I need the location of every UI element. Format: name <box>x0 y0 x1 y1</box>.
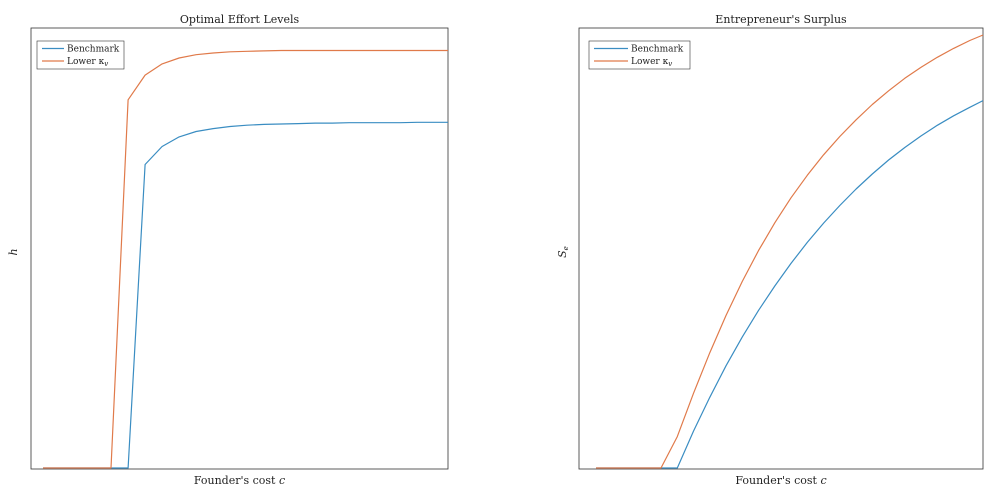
effort-legend-label-lower-kv-sub: v <box>104 60 108 68</box>
surplus-series-line-lower-kv <box>596 34 984 469</box>
effort-legend-label-benchmark: Benchmark <box>67 45 120 55</box>
surplus-x-axis-label: Founder's cost c <box>735 474 826 487</box>
surplus-y-axis-label: Se <box>556 246 570 258</box>
surplus-legend-label-lower-kv-main: Lower κ <box>631 57 669 67</box>
surplus-y-axis-label-main: S <box>556 250 569 258</box>
effort-legend-label-lower-kv-main: Lower κ <box>67 57 105 67</box>
effort-y-axis-label: h <box>7 248 20 255</box>
effort-legend-label-lower-kv: Lower κv <box>67 57 108 68</box>
surplus-legend: Benchmark Lower κv <box>588 40 691 70</box>
surplus-chart-title: Entrepreneur's Surplus <box>715 13 847 26</box>
surplus-legend-label-benchmark: Benchmark <box>631 45 684 55</box>
surplus-series-lines <box>596 34 984 469</box>
surplus-legend-label-lower-kv: Lower κv <box>631 57 672 68</box>
surplus-chart: Entrepreneur's Surplus Founder's cost c … <box>556 13 984 487</box>
effort-x-axis-var: c <box>279 474 285 487</box>
effort-legend: Benchmark Lower κv <box>36 40 125 70</box>
effort-series-line-lower-kv <box>43 49 448 469</box>
effort-x-axis-label-text: Founder's cost <box>194 474 279 487</box>
effort-legend-box <box>36 40 125 70</box>
surplus-legend-label-lower-kv-sub: v <box>668 60 672 68</box>
effort-plot-frame <box>30 27 449 470</box>
surplus-series-line-benchmark <box>596 100 984 469</box>
surplus-x-axis-label-text: Founder's cost <box>735 474 820 487</box>
effort-x-axis-label: Founder's cost c <box>194 474 285 487</box>
effort-chart: Optimal Effort Levels Founder's cost c h… <box>7 13 449 487</box>
surplus-x-axis-var: c <box>820 474 826 487</box>
surplus-y-axis-label-sub: e <box>562 246 570 250</box>
effort-chart-title: Optimal Effort Levels <box>180 13 300 26</box>
surplus-plot-frame <box>578 27 984 470</box>
effort-series-line-benchmark <box>43 121 448 469</box>
effort-series-lines <box>43 49 448 469</box>
surplus-legend-box <box>588 40 691 70</box>
